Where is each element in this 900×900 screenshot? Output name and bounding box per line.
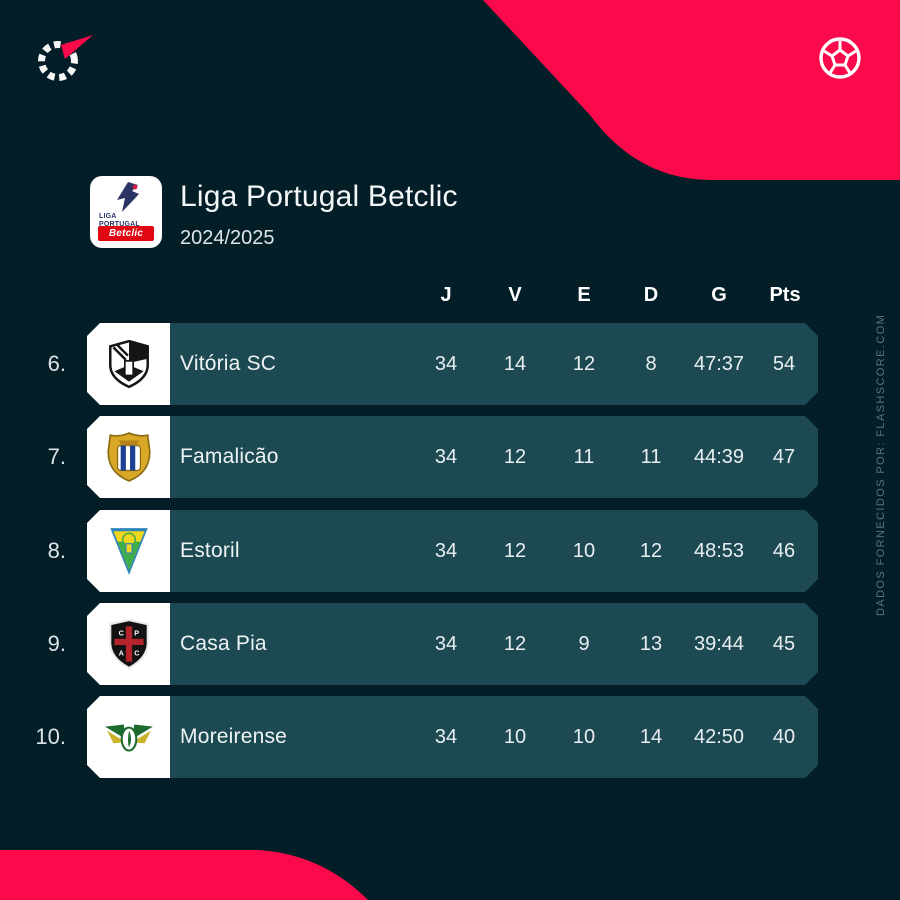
table-row: Vitória SC 34 14 12 8 47:37 54 xyxy=(87,323,818,405)
team-logo-box: C P A C xyxy=(87,603,170,685)
table-row: Moreirense 34 10 10 14 42:50 40 xyxy=(87,696,818,778)
stat-losses: 12 xyxy=(639,540,663,562)
league-logo: LIGA PORTUGAL Betclic xyxy=(90,176,162,248)
top-right-accent-shape xyxy=(483,0,900,180)
column-header-v: V xyxy=(508,284,522,306)
casa-pia-crest: C P A C xyxy=(108,619,149,670)
stat-wins: 12 xyxy=(503,633,527,655)
stat-matches: 34 xyxy=(434,353,458,375)
estoril-crest xyxy=(109,528,148,575)
stat-points: 47 xyxy=(772,446,796,468)
team-logo-box xyxy=(87,323,170,405)
svg-text:A: A xyxy=(118,648,124,657)
rank-label: 6. xyxy=(47,351,66,376)
table-row: Famalicão 34 12 11 11 44:39 47 xyxy=(87,416,818,498)
team-logo-box xyxy=(87,416,170,498)
table-row: Estoril 34 12 10 12 48:53 46 xyxy=(87,510,818,592)
stat-goals: 44:39 xyxy=(693,446,745,468)
stat-goals: 39:44 xyxy=(693,633,745,655)
flashscore-logo xyxy=(38,35,93,81)
data-attribution: DADOS FORNECIDOS POR: FLASHSCORE.COM xyxy=(875,313,887,616)
stat-draws: 10 xyxy=(572,726,596,748)
team-name: Famalicão xyxy=(180,445,279,468)
stat-losses: 11 xyxy=(640,446,662,468)
liga-portugal-figure-icon xyxy=(117,182,139,212)
svg-text:C: C xyxy=(134,648,140,657)
stat-losses: 8 xyxy=(645,353,657,375)
moreirense-crest xyxy=(104,724,153,752)
rank-label: 9. xyxy=(47,631,66,656)
team-name: Moreirense xyxy=(180,725,288,748)
page-title: Liga Portugal Betclic xyxy=(180,180,458,213)
stat-points: 40 xyxy=(772,726,796,748)
stat-wins: 14 xyxy=(503,353,527,375)
column-header-g: G xyxy=(711,284,727,306)
stat-points: 54 xyxy=(772,353,796,375)
famalicao-crest xyxy=(106,432,151,482)
stat-wins: 12 xyxy=(503,540,527,562)
stat-draws: 9 xyxy=(578,633,590,655)
soccer-ball-icon xyxy=(819,37,861,79)
stat-draws: 10 xyxy=(572,540,596,562)
stat-losses: 14 xyxy=(639,726,663,748)
column-header-pts: Pts xyxy=(769,284,801,306)
team-logo-box xyxy=(87,696,170,778)
badge-sponsor-betclic: Betclic xyxy=(98,226,154,241)
rank-label: 8. xyxy=(47,538,66,563)
stat-matches: 34 xyxy=(434,726,458,748)
stat-losses: 13 xyxy=(639,633,663,655)
team-name: Estoril xyxy=(180,539,240,562)
stat-goals: 42:50 xyxy=(693,726,745,748)
season-label: 2024/2025 xyxy=(180,227,275,249)
team-logo-box xyxy=(87,510,170,592)
stat-matches: 34 xyxy=(434,540,458,562)
svg-text:P: P xyxy=(134,629,139,638)
stat-points: 46 xyxy=(772,540,796,562)
column-header-e: E xyxy=(577,284,591,306)
svg-text:C: C xyxy=(118,629,124,638)
team-name: Vitória SC xyxy=(180,352,277,375)
stat-goals: 48:53 xyxy=(693,540,745,562)
table-row: C P A C Casa Pia 34 12 9 13 39:44 45 xyxy=(87,603,818,685)
rank-label: 7. xyxy=(47,444,66,469)
stat-matches: 34 xyxy=(434,633,458,655)
badge-text-liga: LIGA xyxy=(99,213,117,220)
stat-matches: 34 xyxy=(434,446,458,468)
stat-draws: 12 xyxy=(572,353,596,375)
column-header-d: D xyxy=(643,284,659,306)
badge-text-portugal: PORTUGAL xyxy=(99,221,140,228)
team-name: Casa Pia xyxy=(180,632,267,655)
column-header-j: J xyxy=(440,284,452,306)
rank-label: 10. xyxy=(35,724,66,749)
vitoria-sc-crest xyxy=(108,339,149,389)
stat-points: 45 xyxy=(772,633,796,655)
stat-wins: 10 xyxy=(503,726,527,748)
stat-goals: 47:37 xyxy=(693,353,745,375)
stat-wins: 12 xyxy=(503,446,527,468)
stat-draws: 11 xyxy=(573,446,595,468)
